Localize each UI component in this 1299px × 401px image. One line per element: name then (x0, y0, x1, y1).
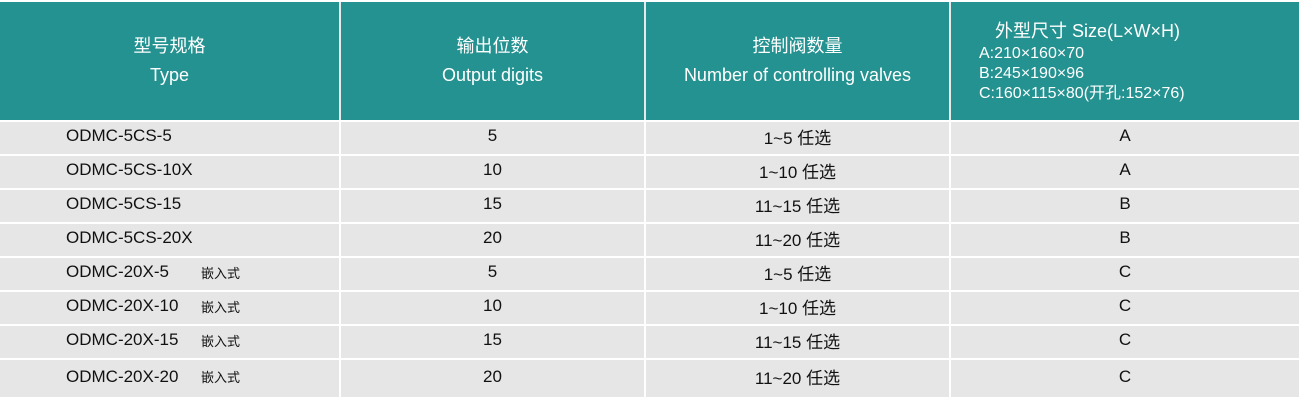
table-row: ODMC-20X-10 嵌入式 10 1~10 任选 C (0, 292, 1299, 324)
model-name: ODMC-20X-15 (66, 330, 179, 349)
cell-digits: 5 (341, 258, 646, 290)
table-row: ODMC-5CS-5 5 1~5 任选 A (0, 122, 1299, 154)
size-dim-b: B:245×190×96 (979, 65, 1084, 82)
cell-model: ODMC-20X-15 嵌入式 (0, 326, 341, 358)
model-name: ODMC-20X-10 (66, 296, 179, 315)
cell-model: ODMC-20X-20 嵌入式 (0, 360, 341, 397)
cell-model: ODMC-5CS-5 (0, 122, 341, 154)
cell-valves: 1~5 任选 (646, 258, 951, 290)
cell-digits: 15 (341, 326, 646, 358)
header-size: 外型尺寸 Size(L×W×H) A:210×160×70 B:245×190×… (951, 2, 1299, 120)
table-row: ODMC-20X-20 嵌入式 20 11~20 任选 C (0, 360, 1299, 397)
header-valves: 控制阀数量 Number of controlling valves (646, 2, 951, 120)
cell-model: ODMC-20X-5 嵌入式 (0, 258, 341, 290)
table-row: ODMC-5CS-10X 10 1~10 任选 A (0, 156, 1299, 188)
header-type-en: Type (149, 65, 190, 85)
cell-model: ODMC-5CS-20X (0, 224, 341, 256)
table-row: ODMC-20X-5 嵌入式 5 1~5 任选 C (0, 258, 1299, 290)
size-dim-a: A:210×160×70 (979, 45, 1084, 62)
cell-valves: 11~20 任选 (646, 224, 951, 256)
header-type-zh: 型号规格 (133, 36, 206, 56)
cell-digits: 5 (341, 122, 646, 154)
cell-valves: 1~5 任选 (646, 122, 951, 154)
cell-valves: 1~10 任选 (646, 292, 951, 324)
cell-digits: 10 (341, 156, 646, 188)
cell-size: A (951, 156, 1299, 188)
model-name: ODMC-5CS-5 (66, 126, 172, 145)
table-header: 型号规格 Type 输出位数 Output digits 控制阀数量 Numbe… (0, 2, 1299, 120)
cell-size: B (951, 190, 1299, 222)
mount-tag: 嵌入式 (201, 333, 241, 349)
model-name: ODMC-5CS-10X (66, 160, 193, 179)
cell-digits: 20 (341, 224, 646, 256)
cell-size: B (951, 224, 1299, 256)
cell-digits: 15 (341, 190, 646, 222)
cell-size: C (951, 258, 1299, 290)
table-row: ODMC-5CS-15 15 11~15 任选 B (0, 190, 1299, 222)
cell-size: C (951, 292, 1299, 324)
cell-size: A (951, 122, 1299, 154)
cell-valves: 1~10 任选 (646, 156, 951, 188)
model-name: ODMC-20X-20 (66, 366, 179, 386)
mount-tag: 嵌入式 (201, 370, 241, 385)
cell-size: C (951, 360, 1299, 397)
header-valves-en: Number of controlling valves (683, 65, 912, 85)
header-valves-zh: 控制阀数量 (752, 36, 843, 56)
table-body: ODMC-5CS-5 5 1~5 任选 A ODMC-5CS-10X 10 1~10 任选 A… (0, 122, 1299, 397)
cell-model: ODMC-5CS-15 (0, 190, 341, 222)
header-digits-en: Output digits (441, 65, 544, 85)
table-row: ODMC-20X-15 嵌入式 15 11~15 任选 C (0, 326, 1299, 358)
cell-valves: 11~15 任选 (646, 326, 951, 358)
header-type: 型号规格 Type (0, 2, 341, 120)
cell-digits: 10 (341, 292, 646, 324)
cell-digits: 20 (341, 360, 646, 397)
cell-size: C (951, 326, 1299, 358)
cell-model: ODMC-5CS-10X (0, 156, 341, 188)
mount-tag: 嵌入式 (201, 299, 241, 315)
header-size-title: 外型尺寸 Size(L×W×H) (995, 21, 1181, 41)
model-name: ODMC-20X-5 (66, 262, 169, 281)
cell-valves: 11~20 任选 (646, 360, 951, 397)
cell-valves: 11~15 任选 (646, 190, 951, 222)
table-row: ODMC-5CS-20X 20 11~20 任选 B (0, 224, 1299, 256)
header-output-digits: 输出位数 Output digits (341, 2, 646, 120)
header-digits-zh: 输出位数 (456, 36, 529, 56)
cell-model: ODMC-20X-10 嵌入式 (0, 292, 341, 324)
mount-tag: 嵌入式 (201, 265, 241, 281)
size-dim-c: C:160×115×80(开孔:152×76) (979, 85, 1185, 102)
model-name: ODMC-5CS-15 (66, 194, 182, 213)
model-name: ODMC-5CS-20X (66, 228, 193, 247)
